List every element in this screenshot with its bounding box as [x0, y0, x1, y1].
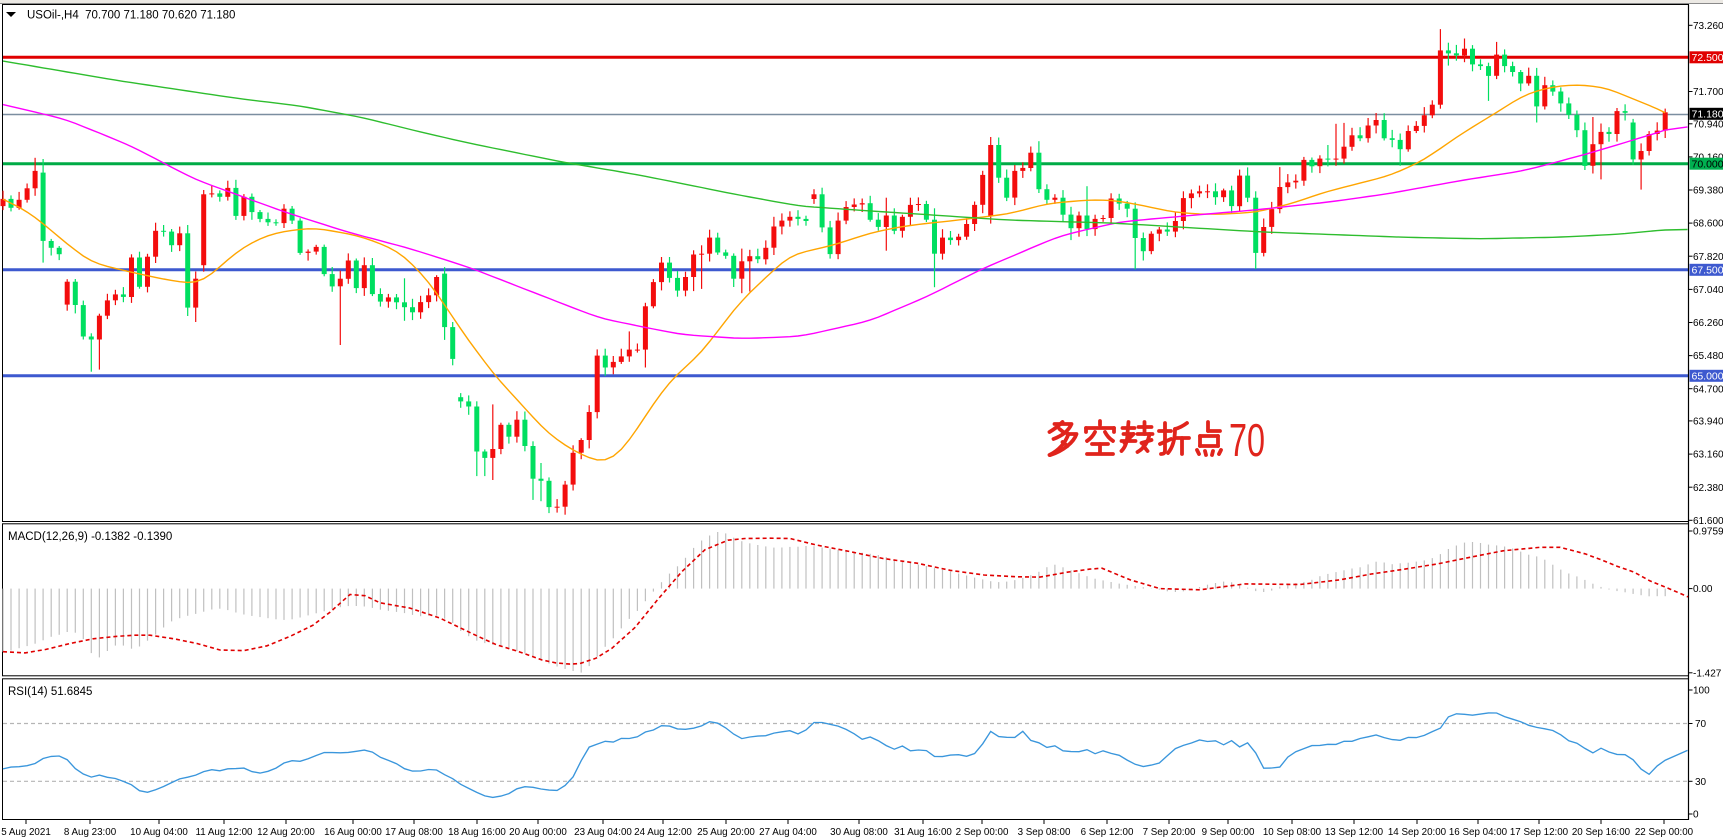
svg-text:16 Sep 04:00: 16 Sep 04:00	[1449, 827, 1508, 838]
svg-text:71.700: 71.700	[1693, 87, 1723, 98]
svg-text:67.820: 67.820	[1693, 252, 1723, 263]
svg-text:61.600: 61.600	[1693, 516, 1723, 527]
svg-text:64.700: 64.700	[1693, 384, 1723, 395]
svg-text:9 Sep 00:00: 9 Sep 00:00	[1202, 827, 1255, 838]
svg-text:18 Aug 16:00: 18 Aug 16:00	[448, 827, 506, 838]
svg-text:17 Aug 08:00: 17 Aug 08:00	[385, 827, 443, 838]
svg-text:12 Aug 20:00: 12 Aug 20:00	[257, 827, 315, 838]
svg-text:11 Aug 12:00: 11 Aug 12:00	[195, 827, 253, 838]
svg-text:USOil-,H4 70.700 71.180 70.62: USOil-,H4 70.700 71.180 70.620 71.180	[27, 10, 235, 22]
svg-text:10 Aug 04:00: 10 Aug 04:00	[130, 827, 188, 838]
svg-text:69.380: 69.380	[1693, 186, 1723, 197]
svg-text:66.260: 66.260	[1693, 318, 1723, 329]
svg-text:68.600: 68.600	[1693, 219, 1723, 230]
svg-text:20 Aug 00:00: 20 Aug 00:00	[509, 827, 567, 838]
svg-text:RSI(14) 51.6845: RSI(14) 51.6845	[8, 686, 92, 698]
svg-text:65.480: 65.480	[1693, 351, 1723, 362]
svg-text:3 Sep 08:00: 3 Sep 08:00	[1018, 827, 1071, 838]
svg-text:6 Sep 12:00: 6 Sep 12:00	[1081, 827, 1134, 838]
svg-text:10 Sep 08:00: 10 Sep 08:00	[1263, 827, 1322, 838]
svg-text:2 Sep 00:00: 2 Sep 00:00	[956, 827, 1009, 838]
svg-text:27 Aug 04:00: 27 Aug 04:00	[759, 827, 817, 838]
svg-text:25 Aug 20:00: 25 Aug 20:00	[697, 827, 755, 838]
svg-text:30: 30	[1695, 777, 1707, 788]
svg-text:63.160: 63.160	[1693, 450, 1723, 461]
svg-text:MACD(12,26,9) -0.1382 -0.1390: MACD(12,26,9) -0.1382 -0.1390	[8, 531, 172, 543]
svg-text:65.000: 65.000	[1692, 371, 1723, 383]
svg-text:0: 0	[1693, 810, 1699, 821]
svg-text:23 Aug 04:00: 23 Aug 04:00	[574, 827, 632, 838]
svg-text:62.380: 62.380	[1693, 483, 1723, 494]
svg-text:73.260: 73.260	[1693, 21, 1723, 32]
svg-text:16 Aug 00:00: 16 Aug 00:00	[324, 827, 382, 838]
svg-text:70: 70	[1695, 719, 1707, 730]
svg-text:17 Sep 12:00: 17 Sep 12:00	[1510, 827, 1569, 838]
svg-text:13 Sep 12:00: 13 Sep 12:00	[1325, 827, 1384, 838]
svg-text:8 Aug 23:00: 8 Aug 23:00	[64, 827, 117, 838]
svg-text:67.500: 67.500	[1692, 265, 1723, 277]
svg-text:14 Sep 20:00: 14 Sep 20:00	[1388, 827, 1447, 838]
svg-text:-1.427: -1.427	[1693, 668, 1722, 679]
svg-text:31 Aug 16:00: 31 Aug 16:00	[894, 827, 952, 838]
svg-text:70.940: 70.940	[1693, 119, 1723, 130]
svg-text:70.000: 70.000	[1692, 159, 1723, 171]
svg-text:70: 70	[1229, 414, 1265, 466]
svg-text:0.00: 0.00	[1693, 584, 1713, 595]
svg-text:30 Aug 08:00: 30 Aug 08:00	[830, 827, 888, 838]
svg-text:67.040: 67.040	[1693, 285, 1723, 296]
svg-text:20 Sep 16:00: 20 Sep 16:00	[1572, 827, 1631, 838]
svg-text:71.180: 71.180	[1692, 109, 1723, 121]
svg-text:24 Aug 12:00: 24 Aug 12:00	[634, 827, 692, 838]
svg-text:72.500: 72.500	[1692, 52, 1723, 64]
svg-text:22 Sep 00:00: 22 Sep 00:00	[1635, 827, 1694, 838]
svg-text:5 Aug 2021: 5 Aug 2021	[1, 827, 51, 838]
svg-text:0.9759: 0.9759	[1693, 527, 1723, 538]
svg-text:100: 100	[1693, 686, 1710, 697]
svg-text:7 Sep 20:00: 7 Sep 20:00	[1143, 827, 1196, 838]
svg-text:63.940: 63.940	[1693, 417, 1723, 428]
